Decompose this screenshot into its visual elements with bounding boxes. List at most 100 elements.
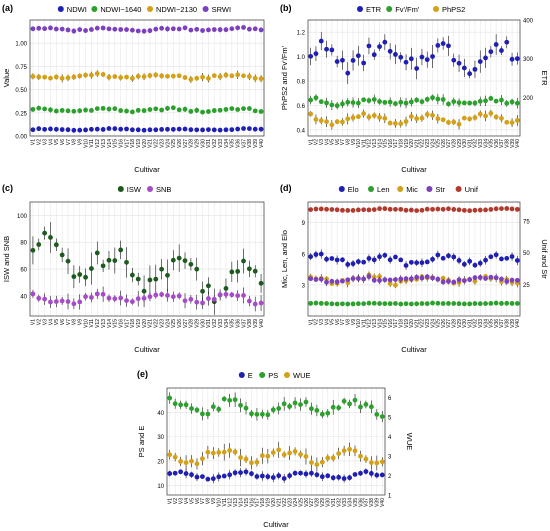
data-point: [350, 208, 356, 213]
data-point: [467, 258, 473, 264]
data-point: [499, 48, 504, 53]
data-point: [403, 59, 409, 65]
data-point: [341, 448, 347, 454]
data-point: [393, 277, 398, 282]
data-point: [377, 44, 382, 50]
x-tick-label: V5: [54, 319, 60, 325]
data-point: [371, 300, 377, 306]
data-point: [419, 260, 425, 266]
data-point: [276, 473, 282, 479]
data-point: [165, 26, 170, 32]
data-point: [456, 207, 462, 213]
legend-marker: [455, 186, 462, 192]
data-point: [368, 460, 374, 466]
data-point: [509, 99, 515, 105]
x-tick-label: V23: [159, 319, 165, 328]
data-point: [313, 277, 319, 282]
data-point: [71, 301, 77, 307]
x-tick-label: V15: [383, 139, 389, 148]
data-point: [42, 126, 48, 132]
legend-label: Len: [377, 185, 390, 194]
y-tick-label: 30: [157, 435, 164, 441]
data-point: [325, 473, 331, 479]
data-point: [194, 407, 200, 413]
x-tick-label: V36: [358, 498, 364, 507]
x-tick-label: V36: [235, 319, 241, 328]
data-point: [249, 411, 254, 417]
panel-label: (d): [280, 183, 292, 193]
data-point: [403, 301, 409, 307]
y-axis-label: Mic, Len, and Elo: [280, 230, 289, 288]
data-point: [147, 127, 153, 133]
data-point: [318, 99, 324, 105]
x-tick-label: V21: [148, 319, 154, 328]
x-tick-label: V40: [515, 319, 521, 328]
data-point: [200, 300, 205, 306]
data-point: [467, 301, 473, 307]
legend-marker: [397, 186, 404, 192]
data-point: [318, 276, 324, 282]
x-tick-label: V34: [483, 319, 489, 328]
data-point: [483, 98, 488, 104]
data-point: [347, 475, 352, 481]
data-point: [276, 447, 282, 453]
data-point: [59, 252, 65, 258]
data-point: [159, 266, 165, 272]
x-tick-label: V1: [31, 319, 37, 325]
y2-axis-label: WUE: [405, 433, 414, 451]
x-tick-label: V18: [399, 139, 405, 148]
x-tick-label: V9: [211, 498, 217, 504]
data-point: [217, 127, 223, 133]
data-point: [472, 301, 478, 306]
y-tick-label: 100: [17, 214, 28, 220]
x-tick-label: V27: [183, 319, 189, 328]
data-point: [153, 127, 159, 133]
data-point: [382, 252, 388, 258]
data-point: [446, 101, 451, 107]
data-point: [112, 126, 118, 132]
x-tick-label: V8: [346, 319, 352, 325]
data-point: [371, 97, 377, 102]
data-point: [77, 108, 83, 114]
data-point: [345, 70, 351, 76]
x-tick-label: V29: [320, 498, 326, 507]
data-point: [408, 301, 414, 307]
data-point: [334, 279, 340, 285]
x-tick-label: V17: [255, 498, 261, 507]
data-point: [340, 257, 345, 263]
data-point: [456, 258, 462, 263]
data-point: [36, 74, 42, 80]
data-point: [363, 456, 369, 462]
data-point: [106, 257, 112, 263]
x-tick-label: V7: [340, 319, 346, 325]
data-point: [477, 111, 483, 117]
data-point: [324, 279, 329, 285]
x-tick-label: V33: [478, 139, 484, 148]
data-point: [216, 406, 222, 412]
x-tick-label: V30: [462, 319, 468, 328]
data-point: [334, 119, 340, 125]
data-point: [227, 472, 233, 478]
data-point: [141, 108, 147, 113]
data-point: [200, 456, 205, 462]
x-tick-label: V27: [446, 319, 452, 328]
x-tick-label: V16: [249, 498, 255, 507]
data-point: [30, 74, 36, 79]
data-point: [440, 255, 446, 261]
data-point: [71, 127, 77, 133]
data-point: [440, 117, 446, 123]
data-point: [205, 449, 211, 455]
data-point: [377, 99, 382, 104]
data-point: [329, 278, 335, 284]
x-tick-label: V40: [259, 139, 265, 148]
data-point: [189, 458, 194, 464]
x-tick-label: V20: [142, 139, 148, 148]
data-point: [83, 294, 88, 300]
data-point: [194, 127, 200, 133]
x-tick-label: V8: [72, 139, 78, 145]
x-tick-label: V6: [60, 139, 66, 145]
x-tick-label: V37: [241, 139, 247, 148]
data-point: [366, 43, 372, 49]
series-NDWI: [30, 126, 264, 133]
data-point: [361, 301, 367, 307]
